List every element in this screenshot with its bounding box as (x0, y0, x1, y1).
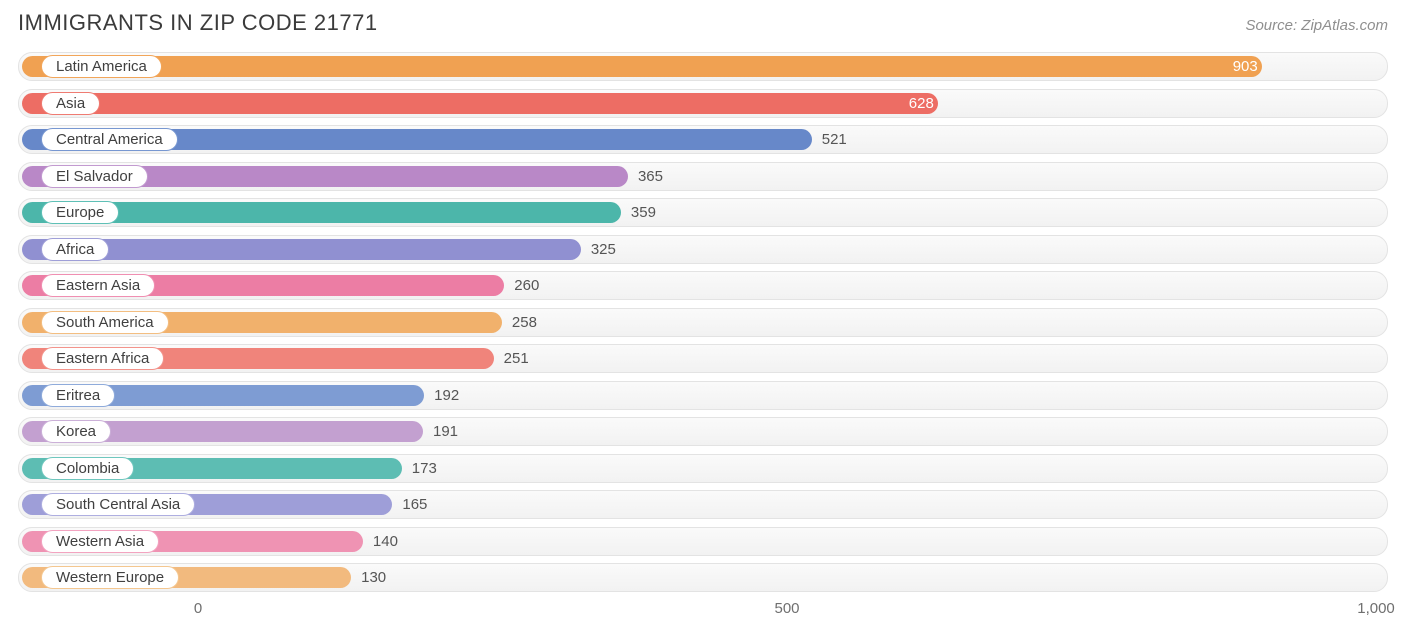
value-label: 628 (909, 89, 934, 118)
category-pill: Eastern Asia (41, 274, 155, 297)
category-pill: El Salvador (41, 165, 148, 188)
bar-row: Eastern Asia 260 (18, 271, 1388, 300)
bar-row: Korea 191 (18, 417, 1388, 446)
bar-row: Colombia 173 (18, 454, 1388, 483)
bar-row: Eastern Africa 251 (18, 344, 1388, 373)
category-pill: Asia (41, 92, 100, 115)
value-label: 903 (1233, 52, 1258, 81)
bar-row: Latin America 903 (18, 52, 1388, 81)
category-pill: South Central Asia (41, 493, 195, 516)
value-label: 192 (434, 381, 459, 410)
category-pill: Europe (41, 201, 119, 224)
bar-row: Europe 359 (18, 198, 1388, 227)
data-bar (22, 93, 938, 114)
category-pill: Africa (41, 238, 109, 261)
value-label: 140 (373, 527, 398, 556)
category-pill: Central America (41, 128, 178, 151)
data-bar (22, 56, 1262, 77)
axis-tick: 1,000 (1357, 600, 1395, 617)
bar-row: South America 258 (18, 308, 1388, 337)
plot-area: Latin America 903 Asia 628 Central America 52… (18, 52, 1388, 592)
category-pill: Western Asia (41, 530, 159, 553)
chart-container: IMMIGRANTS IN ZIP CODE 21771 Source: Zip… (0, 0, 1406, 642)
category-pill: Latin America (41, 55, 162, 78)
value-label: 251 (504, 344, 529, 373)
chart-source: Source: ZipAtlas.com (1245, 17, 1388, 34)
value-label: 365 (638, 162, 663, 191)
category-pill: Western Europe (41, 566, 179, 589)
bar-row: Western Asia 140 (18, 527, 1388, 556)
bar-row: Central America 521 (18, 125, 1388, 154)
x-axis: 05001,000 (18, 600, 1388, 624)
value-label: 191 (433, 417, 458, 446)
value-label: 130 (361, 563, 386, 592)
category-pill: Eastern Africa (41, 347, 164, 370)
bar-row: Eritrea 192 (18, 381, 1388, 410)
bar-row: Western Europe 130 (18, 563, 1388, 592)
bar-row: South Central Asia 165 (18, 490, 1388, 519)
category-pill: Eritrea (41, 384, 115, 407)
value-label: 258 (512, 308, 537, 337)
value-label: 521 (822, 125, 847, 154)
chart-header: IMMIGRANTS IN ZIP CODE 21771 Source: Zip… (18, 10, 1388, 36)
bar-row: Asia 628 (18, 89, 1388, 118)
value-label: 325 (591, 235, 616, 264)
axis-tick: 500 (774, 600, 799, 617)
category-pill: Colombia (41, 457, 134, 480)
value-label: 260 (514, 271, 539, 300)
value-label: 173 (412, 454, 437, 483)
axis-tick: 0 (194, 600, 202, 617)
chart-title: IMMIGRANTS IN ZIP CODE 21771 (18, 10, 378, 36)
bar-row: El Salvador 365 (18, 162, 1388, 191)
value-label: 359 (631, 198, 656, 227)
value-label: 165 (402, 490, 427, 519)
category-pill: Korea (41, 420, 111, 443)
bar-row: Africa 325 (18, 235, 1388, 264)
category-pill: South America (41, 311, 169, 334)
